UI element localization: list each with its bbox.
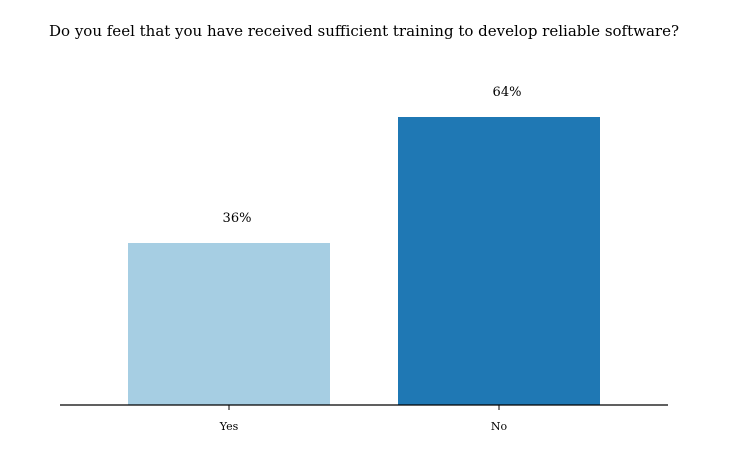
data-labels-group: 36% 64% [223, 85, 522, 226]
bar-yes [128, 243, 330, 405]
x-tick-label-no: No [491, 420, 508, 433]
x-tick-label-yes: Yes [219, 420, 239, 433]
x-ticks-group: Yes No [219, 405, 508, 433]
chart-title: Do you feel that you have received suffi… [49, 22, 679, 40]
data-label-yes: 36% [223, 211, 252, 226]
bars-group [128, 117, 600, 405]
bar-no [398, 117, 600, 405]
data-label-no: 64% [493, 85, 522, 100]
